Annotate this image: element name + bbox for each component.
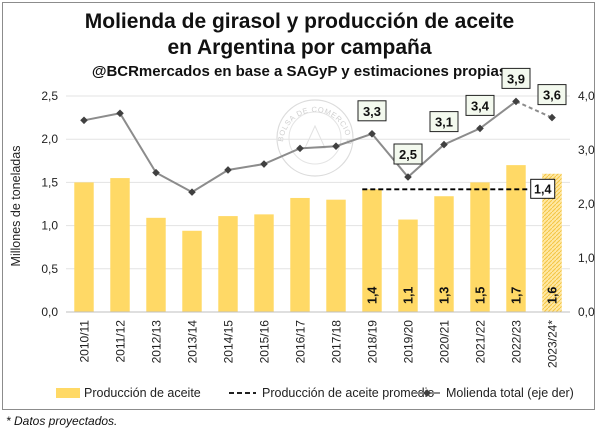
bar [542,173,562,312]
molienda-point [296,144,304,153]
y-right-tick-label: 3,0 [578,143,595,157]
y-left-tick-label: 0,0 [41,305,58,319]
y-right-tick-label: 4,0 [578,89,595,103]
molienda-point [404,173,412,181]
average-label: 1,4 [534,182,551,196]
x-tick-label: 2010/11 [78,320,92,363]
bar [434,196,454,312]
x-tick-label: 2020/21 [438,320,452,364]
x-tick-label: 2013/14 [186,320,200,364]
legend-line-label: Molienda total (eje der) [446,386,574,400]
molienda-value-label: 3,6 [543,88,561,103]
bar [470,182,490,312]
x-tick-label: 2019/20 [402,320,416,364]
bar [146,217,166,312]
y-left-tick-label: 1,5 [41,175,58,189]
x-tick-label: 2016/17 [294,320,308,364]
legend-bar-label: Producción de aceite [84,386,201,400]
molienda-point [260,160,268,168]
x-tick-label: 2014/15 [222,320,236,364]
molienda-value-label: 3,4 [471,98,490,113]
legend-line-marker [423,389,431,397]
molienda-value-label: 3,1 [435,115,453,130]
molienda-label-box [537,84,567,106]
molienda-point [224,166,232,174]
average-label-box [530,178,556,199]
x-tick-label: 2023/24* [546,320,560,368]
watermark-ring-outer [276,99,354,177]
molienda-point [332,142,340,151]
molienda-value-label: 2,5 [399,147,417,162]
molienda-label-box [357,100,387,122]
molienda-point [188,188,196,196]
bar [398,219,418,312]
molienda-value-label: 3,9 [507,71,525,86]
y-left-tick-label: 2,0 [41,132,58,146]
molienda-point [152,168,160,177]
y-right-tick-label: 0,0 [578,305,595,319]
molienda-point [80,116,88,125]
molienda-point [116,109,124,118]
x-tick-label: 2011/12 [114,320,128,363]
y-right-tick-label: 1,0 [578,251,595,265]
bar [110,178,130,312]
y-left-tick-label: 1,0 [41,219,58,233]
chart-subtitle: @BCRmercados en base a SAGyP y estimacio… [91,63,508,80]
molienda-point [368,130,376,138]
molienda-point [476,124,484,133]
y-left-tick-label: 2,5 [41,89,58,103]
chart-title-line-2: en Argentina por campaña [167,36,432,59]
bar [218,216,238,312]
molienda-point [548,113,556,122]
bar [254,214,274,312]
legend-average-label: Producción de aceite promedio [262,386,434,400]
bar [326,199,346,312]
y-right-tick-label: 2,0 [578,197,595,211]
legend-bar-swatch [56,388,80,398]
watermark-ring-inner [288,111,342,165]
y-left-tick-label: 0,5 [41,262,58,276]
x-tick-label: 2012/13 [150,320,164,364]
bar [74,182,94,312]
bar [182,230,202,312]
y-axis-label: Millones de toneladas [9,146,23,267]
bar [290,197,310,312]
x-tick-label: 2017/18 [330,320,344,364]
bar-value-label: 1,6 [546,287,560,304]
watermark-emblem [304,124,326,149]
footnote: * Datos proyectados. [6,414,118,428]
molienda-point [512,97,520,106]
chart-frame [2,2,595,410]
bar [362,189,382,312]
chart-title-line-1: Molienda de girasol y producción de acei… [84,10,515,33]
bar-value-label: 1,7 [510,287,524,304]
x-tick-label: 2015/16 [258,320,272,364]
chart-svg: BOLSA DE COMERCIO DE ROSARIO 0,0 0,5 1,0 1,5… [0,0,595,400]
x-tick-label: 2022/23 [510,320,524,364]
bar-value-label: 1,4 [366,287,380,304]
molienda-label-box [501,67,531,89]
molienda-label-box [465,94,495,116]
bar-value-label: 1,5 [474,287,488,304]
molienda-point [440,140,448,149]
x-tick-label: 2018/19 [366,320,380,364]
bar-value-label: 1,3 [438,287,452,304]
molienda-label-box [429,111,459,133]
molienda-label-box [393,143,423,165]
molienda-value-label: 3,3 [363,104,381,119]
bar [506,165,526,312]
x-tick-label: 2021/22 [474,320,488,364]
watermark-text: BOLSA DE COMERCIO DE ROSARIO [0,0,354,145]
bar-value-label: 1,1 [402,287,416,304]
